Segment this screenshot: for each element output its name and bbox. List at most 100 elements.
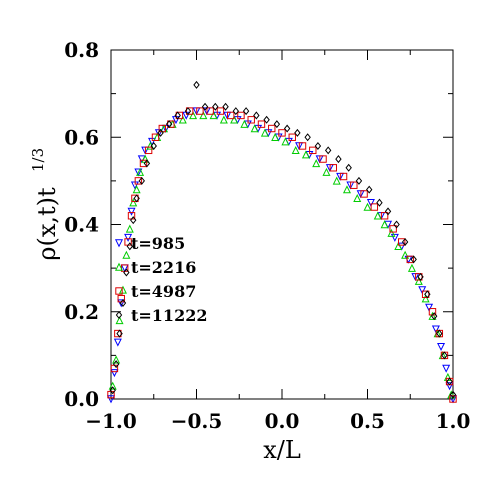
- plot-frame: [110, 49, 454, 400]
- data-point: [283, 124, 291, 133]
- legend-marker: [115, 287, 123, 295]
- data-point: [417, 272, 424, 281]
- data-point: [442, 364, 451, 373]
- data-point: [281, 137, 290, 146]
- legend-label: t=11222: [131, 306, 207, 325]
- data-point: [335, 155, 342, 164]
- data-point: [125, 224, 134, 233]
- data-point: [150, 141, 157, 150]
- data-point: [134, 177, 143, 185]
- data-point: [189, 111, 198, 120]
- data-point: [112, 355, 121, 364]
- data-point: [380, 212, 389, 220]
- legend-label: t=4987: [131, 282, 196, 301]
- data-point: [373, 211, 382, 220]
- data-point: [206, 107, 214, 115]
- data-point: [447, 390, 456, 399]
- data-point: [127, 207, 136, 216]
- data-point: [387, 228, 396, 237]
- data-point: [430, 312, 438, 321]
- data-point: [437, 342, 446, 351]
- data-point: [415, 273, 423, 281]
- data-point: [393, 220, 400, 229]
- data-point: [424, 290, 431, 299]
- legend-label: t=2216: [131, 258, 196, 277]
- data-point: [193, 80, 200, 89]
- data-point: [288, 133, 296, 141]
- data-point: [144, 146, 153, 155]
- data-point: [401, 237, 409, 246]
- data-point: [115, 316, 124, 325]
- legend-label: t=985: [131, 234, 185, 253]
- data-point: [414, 276, 423, 285]
- data-point: [247, 116, 255, 124]
- data-point: [304, 133, 311, 142]
- data-point: [401, 250, 410, 259]
- x-axis-label: x/L: [263, 436, 301, 464]
- data-point: [312, 159, 321, 168]
- data-point: [350, 181, 358, 189]
- data-point: [133, 194, 140, 203]
- data-point: [329, 164, 338, 172]
- data-point: [242, 107, 250, 116]
- data-point: [253, 111, 260, 120]
- data-point: [122, 250, 131, 259]
- data-point: [353, 194, 362, 203]
- data-point: [131, 194, 139, 203]
- data-point: [366, 198, 375, 208]
- data-point: [384, 207, 392, 216]
- data-point: [117, 299, 126, 308]
- data-point: [199, 111, 208, 120]
- data-point: [250, 124, 259, 133]
- data-point: [124, 233, 133, 242]
- y-tick-label: 0.2: [64, 300, 99, 324]
- legend-marker: [114, 262, 124, 271]
- data-point: [445, 382, 454, 391]
- data-point: [332, 176, 341, 185]
- x-tick-label: −1.0: [85, 409, 137, 433]
- x-tick-label: 1.0: [436, 409, 471, 433]
- legend-marker: [114, 239, 124, 248]
- data-point: [123, 268, 130, 277]
- data-point: [301, 150, 310, 159]
- data-points: [106, 80, 458, 404]
- data-point: [322, 167, 331, 176]
- data-point: [146, 141, 155, 150]
- data-point: [132, 185, 141, 194]
- axis-ticks: [110, 49, 454, 400]
- data-point: [425, 303, 434, 312]
- data-point: [421, 294, 430, 303]
- data-point: [209, 111, 218, 120]
- series-t=11222: [109, 80, 457, 399]
- data-point: [418, 286, 427, 295]
- data-point: [376, 198, 383, 207]
- data-point: [380, 220, 389, 229]
- y-tick-label: 0.6: [64, 125, 99, 149]
- data-point: [165, 120, 173, 129]
- data-point: [116, 329, 123, 338]
- data-point: [126, 242, 134, 251]
- data-point: [260, 128, 269, 137]
- data-point: [441, 351, 448, 360]
- data-point: [106, 395, 116, 404]
- y-tick-label: 0.4: [64, 213, 99, 237]
- data-point: [136, 167, 145, 176]
- data-point: [227, 111, 235, 120]
- data-point: [436, 329, 443, 338]
- data-point: [421, 290, 430, 299]
- data-point: [257, 120, 266, 128]
- data-point: [263, 115, 270, 124]
- data-point: [355, 176, 363, 185]
- data-point: [114, 329, 122, 338]
- data-point: [390, 233, 399, 242]
- data-point: [363, 202, 372, 211]
- data-point: [216, 107, 225, 115]
- data-point: [185, 107, 194, 115]
- data-point: [360, 190, 368, 198]
- x-tick-label: −0.5: [171, 409, 223, 433]
- data-point: [319, 155, 327, 163]
- data-point: [219, 115, 228, 124]
- data-point: [407, 263, 416, 272]
- data-point: [389, 225, 397, 233]
- data-point: [178, 115, 187, 124]
